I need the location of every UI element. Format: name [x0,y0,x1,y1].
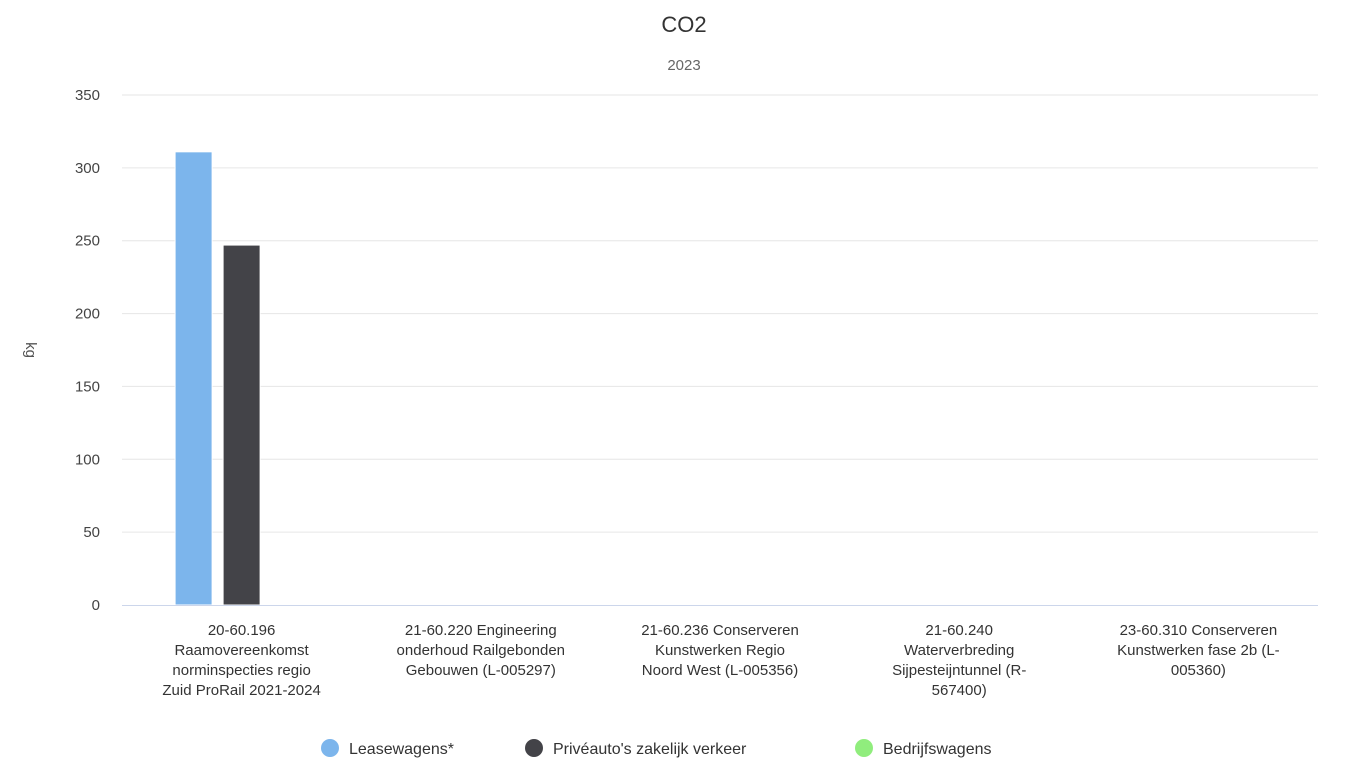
legend-item[interactable]: Bedrijfswagens [855,739,992,758]
legend-item[interactable]: Privéauto's zakelijk verkeer [525,739,747,758]
chart-subtitle: 2023 [667,57,700,74]
y-tick-label: 50 [83,524,100,541]
x-category-label: 23-60.310 Conserveren Kunstwerken fase 2b… [1117,622,1280,679]
chart-title: CO2 [661,12,706,37]
y-tick-label: 0 [92,597,100,614]
y-tick-label: 350 [75,87,100,104]
y-tick-label: 100 [75,451,100,468]
legend-label: Privéauto's zakelijk verkeer [553,741,747,758]
legend-label: Leasewagens* [349,741,454,758]
y-tick-label: 250 [75,233,100,250]
gridlines [122,94,1318,533]
legend: Leasewagens* Privéauto's zakelijk verkeer… [321,739,992,758]
x-axis-categories: 20-60.196 Raamovereenkomst norminspecties … [162,622,1279,699]
x-category-label: 20-60.196 Raamovereenkomst norminspecties … [162,622,320,699]
y-tick-label: 300 [75,160,100,177]
x-category-label: 21-60.236 Conserveren Kunstwerken Regio No… [641,622,799,679]
legend-marker [525,739,543,757]
x-category-label: 21-60.220 Engineering onderhoud Railgebon… [397,622,565,679]
legend-label: Bedrijfswagens [883,741,992,758]
legend-marker [855,739,873,757]
bar[interactable] [222,244,261,606]
x-category-label: 21-60.240 Waterverbreding Sijpesteijntunne… [892,622,1026,699]
y-axis-ticks: 0 50 100 150 200 250 300 350 [75,87,100,614]
y-tick-label: 150 [75,378,100,395]
y-tick-label: 200 [75,306,100,323]
y-axis-label: kg [22,342,39,358]
legend-marker [321,739,339,757]
legend-item[interactable]: Leasewagens* [321,739,454,758]
bars [174,151,261,606]
bar[interactable] [174,151,213,606]
